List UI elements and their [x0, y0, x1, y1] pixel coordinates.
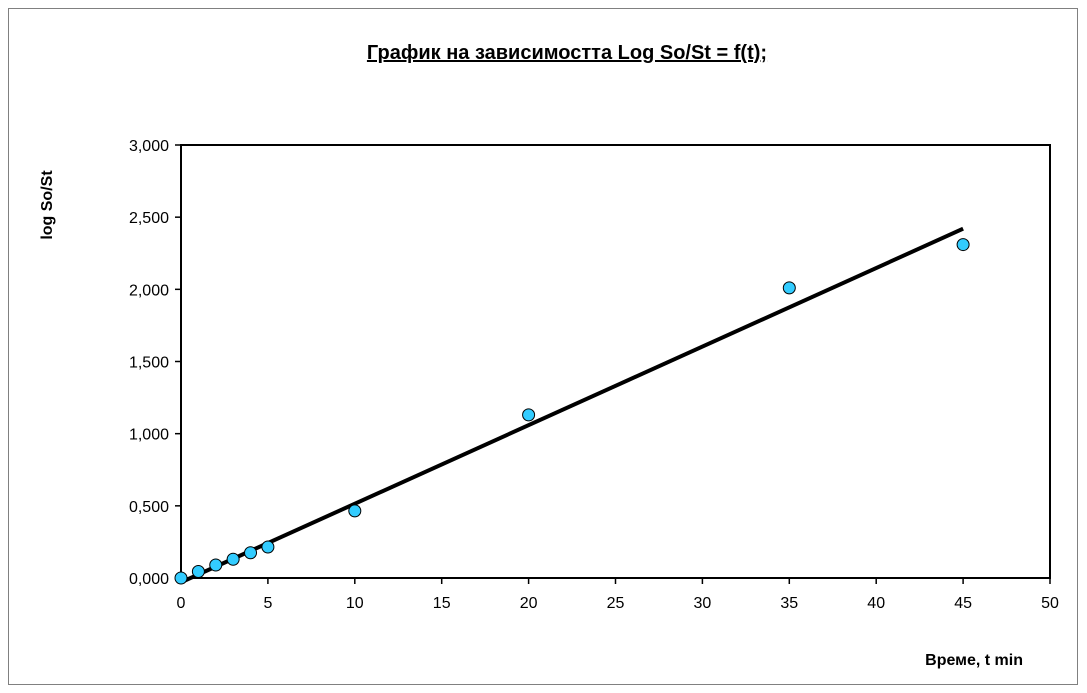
y-tick-label: 3,000	[129, 138, 169, 155]
x-tick-label: 40	[867, 595, 885, 612]
trend-line	[180, 226, 964, 585]
data-point	[244, 546, 258, 560]
x-tick-label: 20	[520, 595, 538, 612]
data-point	[226, 552, 240, 566]
plot-area	[180, 144, 1051, 579]
x-tick-label: 10	[346, 595, 364, 612]
y-tick-label: 1,500	[129, 355, 169, 372]
data-point	[782, 281, 796, 295]
x-tick-label: 45	[954, 595, 972, 612]
x-tick-label: 25	[607, 595, 625, 612]
data-point	[522, 408, 536, 422]
x-tick-label: 30	[694, 595, 712, 612]
x-tick-label: 35	[780, 595, 798, 612]
data-point	[209, 558, 223, 572]
y-tick-label: 0,000	[129, 571, 169, 588]
y-tick-label: 1,000	[129, 427, 169, 444]
data-point	[261, 540, 275, 554]
x-axis-label: Време, t min	[925, 652, 1023, 669]
data-point	[191, 565, 205, 579]
chart-title: График на зависимостта Log So/St = f(t);	[367, 42, 767, 64]
x-tick-label: 0	[177, 595, 186, 612]
y-tick-label: 0,500	[129, 499, 169, 516]
data-point	[174, 571, 188, 585]
x-tick-label: 5	[263, 595, 272, 612]
x-axis: 0 5 10 15 20 25 30 35 40 45 50	[177, 578, 1059, 612]
data-point	[956, 238, 970, 252]
y-axis: 0,000 0,500 1,000 1,500 2,000 2,500 3,000	[129, 138, 181, 588]
series-layer	[174, 226, 970, 585]
y-tick-label: 2,500	[129, 210, 169, 227]
x-tick-label: 50	[1041, 595, 1059, 612]
data-point	[348, 504, 362, 518]
y-tick-label: 2,000	[129, 282, 169, 299]
chart-area	[8, 8, 1078, 685]
y-axis-label: log So/St	[39, 170, 56, 240]
x-tick-label: 15	[433, 595, 451, 612]
